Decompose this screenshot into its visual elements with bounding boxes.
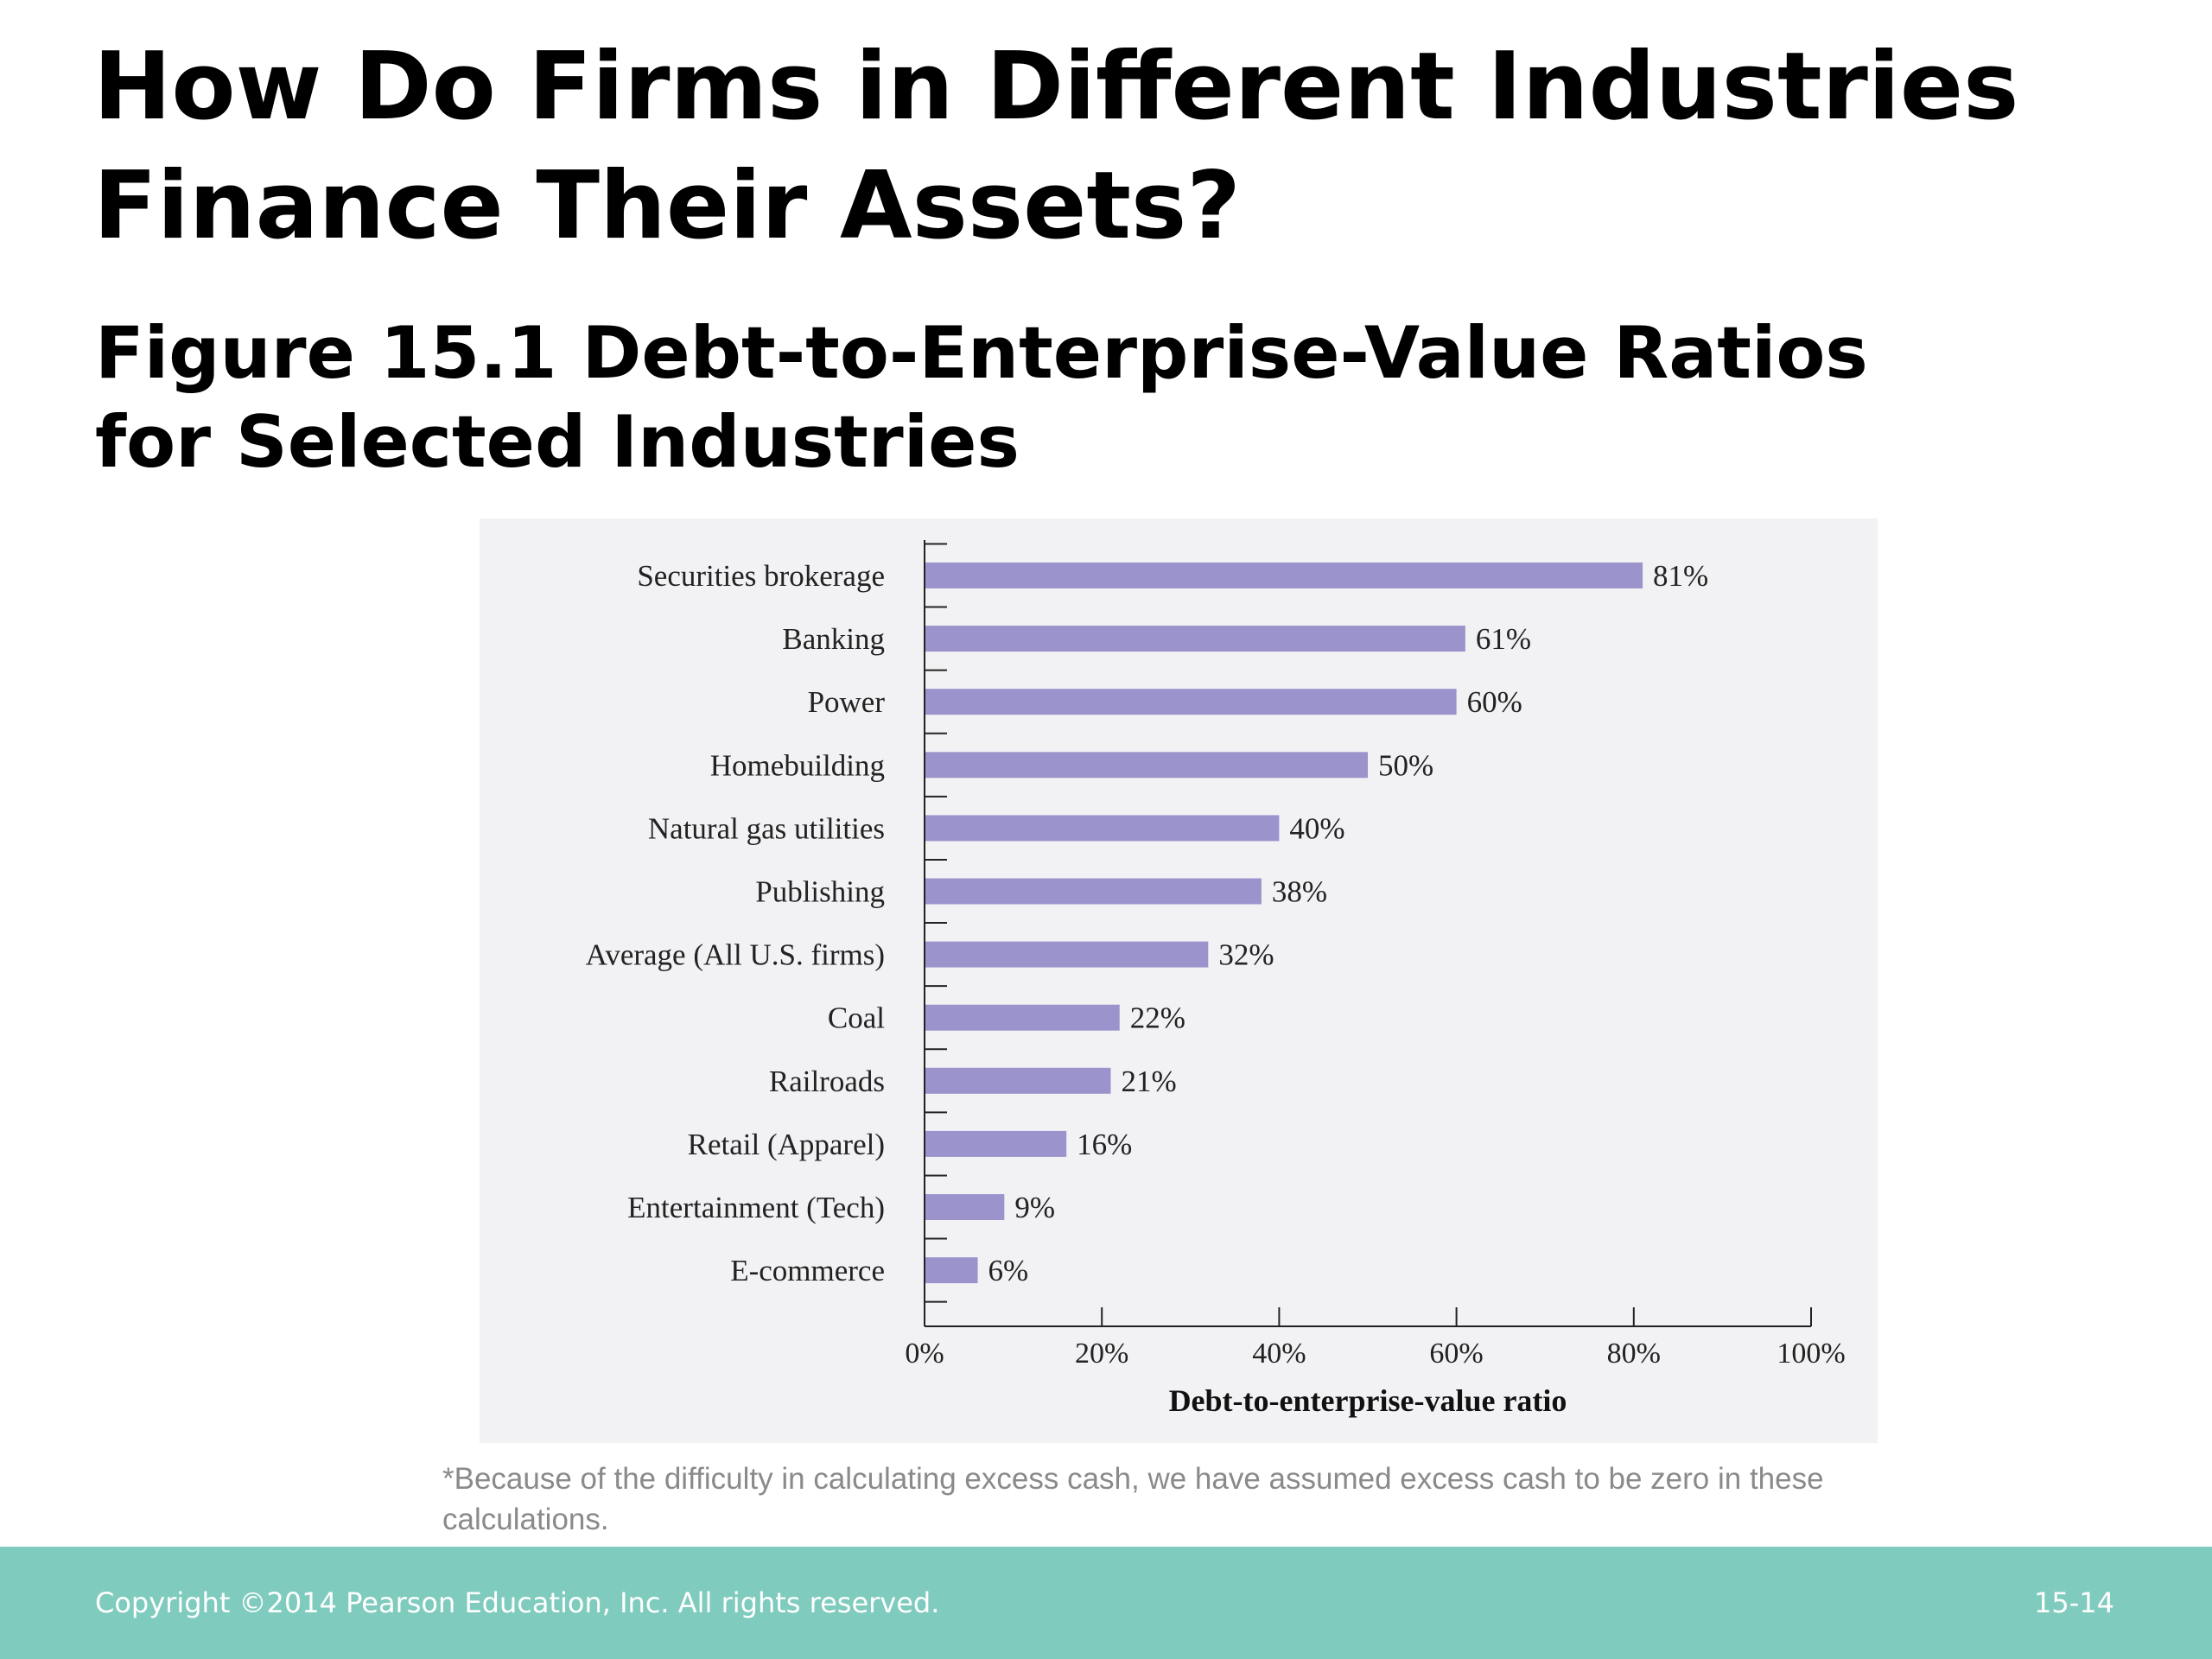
data-label: 6% [988, 1254, 1029, 1287]
bar [925, 689, 1457, 715]
bar-chart: Securities brokerage Banking Power Homebuil… [586, 540, 1846, 1418]
data-label: 38% [1272, 875, 1327, 909]
bar [925, 1257, 978, 1284]
data-label: 60% [1467, 685, 1522, 719]
category-label: Railroads [769, 1065, 885, 1098]
bar [925, 1130, 1067, 1157]
category-labels-group: Securities brokerage Banking Power Homebuil… [586, 559, 886, 1287]
bar [925, 941, 1209, 968]
category-label: Securities brokerage [637, 559, 885, 593]
value-labels-group: 81% 61% 60% 50% 40% 38% 32% 22% 21% 16% 9% 6% [988, 559, 1709, 1287]
bar [925, 563, 1643, 588]
x-tick-label: 40% [1252, 1338, 1306, 1370]
footnote: *Because of the difficulty in calculatin… [442, 1462, 1824, 1536]
category-label: Power [808, 685, 886, 719]
bar [925, 878, 1262, 905]
footer-bar: Copyright ©2014 Pearson Education, Inc. … [0, 1547, 2212, 1659]
data-label: 32% [1218, 938, 1274, 972]
bar [925, 1004, 1120, 1031]
bar [925, 752, 1368, 779]
category-label: Retail (Apparel) [688, 1128, 885, 1161]
data-label: 16% [1077, 1128, 1132, 1161]
x-tick-label: 60% [1429, 1338, 1483, 1370]
data-label: 50% [1378, 748, 1433, 782]
data-label: 9% [1014, 1191, 1055, 1224]
category-label: E-commerce [730, 1254, 885, 1287]
bar [925, 815, 1280, 842]
slide-title: How Do Firms in Different Industries Fin… [93, 33, 2019, 260]
category-label: Publishing [755, 875, 885, 909]
x-tick-label: 0% [905, 1338, 944, 1370]
data-label: 81% [1653, 559, 1708, 593]
chart-panel: Securities brokerage Banking Power Homebuil… [480, 518, 1878, 1443]
x-tick-label: 80% [1607, 1338, 1661, 1370]
data-label: 40% [1289, 811, 1344, 845]
bar [925, 1067, 1111, 1094]
category-label: Coal [828, 1001, 885, 1035]
bar [925, 1194, 1005, 1220]
page-number: 15-14 [2034, 1586, 2114, 1619]
bars-group [925, 563, 1643, 1284]
x-tick-label: 100% [1777, 1338, 1845, 1370]
category-label: Natural gas utilities [648, 811, 885, 845]
data-label: 22% [1130, 1001, 1185, 1035]
x-axis-title: Debt-to-enterprise-value ratio [1169, 1383, 1567, 1418]
axes-group [924, 540, 1811, 1327]
x-tick-label: 20% [1075, 1338, 1128, 1370]
figure-title: Figure 15.1 Debt-to-Enterprise-Value Rat… [95, 311, 1868, 484]
bar [925, 626, 1465, 652]
copyright-text: Copyright ©2014 Pearson Education, Inc. … [95, 1586, 940, 1619]
category-label: Homebuilding [710, 748, 885, 782]
data-label: 61% [1476, 622, 1531, 656]
category-label: Banking [782, 622, 885, 656]
category-label: Average (All U.S. firms) [586, 938, 885, 972]
category-label: Entertainment (Tech) [627, 1191, 885, 1224]
x-ticks-group: 0% 20% 40% 60% 80% 100% [905, 1307, 1846, 1370]
data-label: 21% [1121, 1065, 1176, 1098]
